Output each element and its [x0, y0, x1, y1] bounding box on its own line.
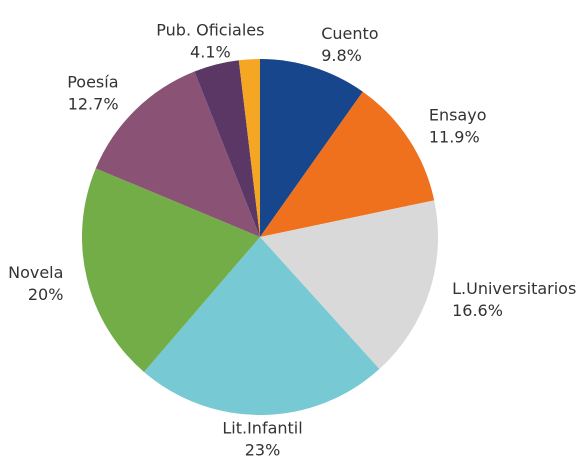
- slice-label: Lit.Infantil: [222, 418, 302, 437]
- slice-label: Ensayo: [429, 106, 487, 125]
- slice-value: 20%: [28, 285, 64, 304]
- pie-slice: [143, 237, 380, 415]
- slice-label: Pub. Oficiales: [156, 21, 264, 40]
- slice-value: 16.6%: [452, 301, 503, 320]
- pie-slice: [95, 71, 260, 237]
- pie-slice: [260, 200, 439, 370]
- slice-value: 23%: [245, 440, 281, 459]
- pie-slice: [81, 168, 261, 372]
- slice-label: L.Universitarios: [452, 279, 576, 298]
- pie-slice: [194, 60, 260, 238]
- slice-label: Poesía: [67, 72, 118, 91]
- slice-value: 11.9%: [429, 128, 480, 147]
- pie-slice: [238, 59, 260, 237]
- pie-slice: [260, 91, 435, 237]
- pie-slice: [260, 59, 363, 237]
- slice-value: 12.7%: [68, 94, 119, 113]
- slice-value: 4.1%: [190, 43, 231, 62]
- slice-label: Cuento: [321, 24, 378, 43]
- slice-label: Novela: [8, 263, 63, 282]
- slice-value: 9.8%: [321, 46, 362, 65]
